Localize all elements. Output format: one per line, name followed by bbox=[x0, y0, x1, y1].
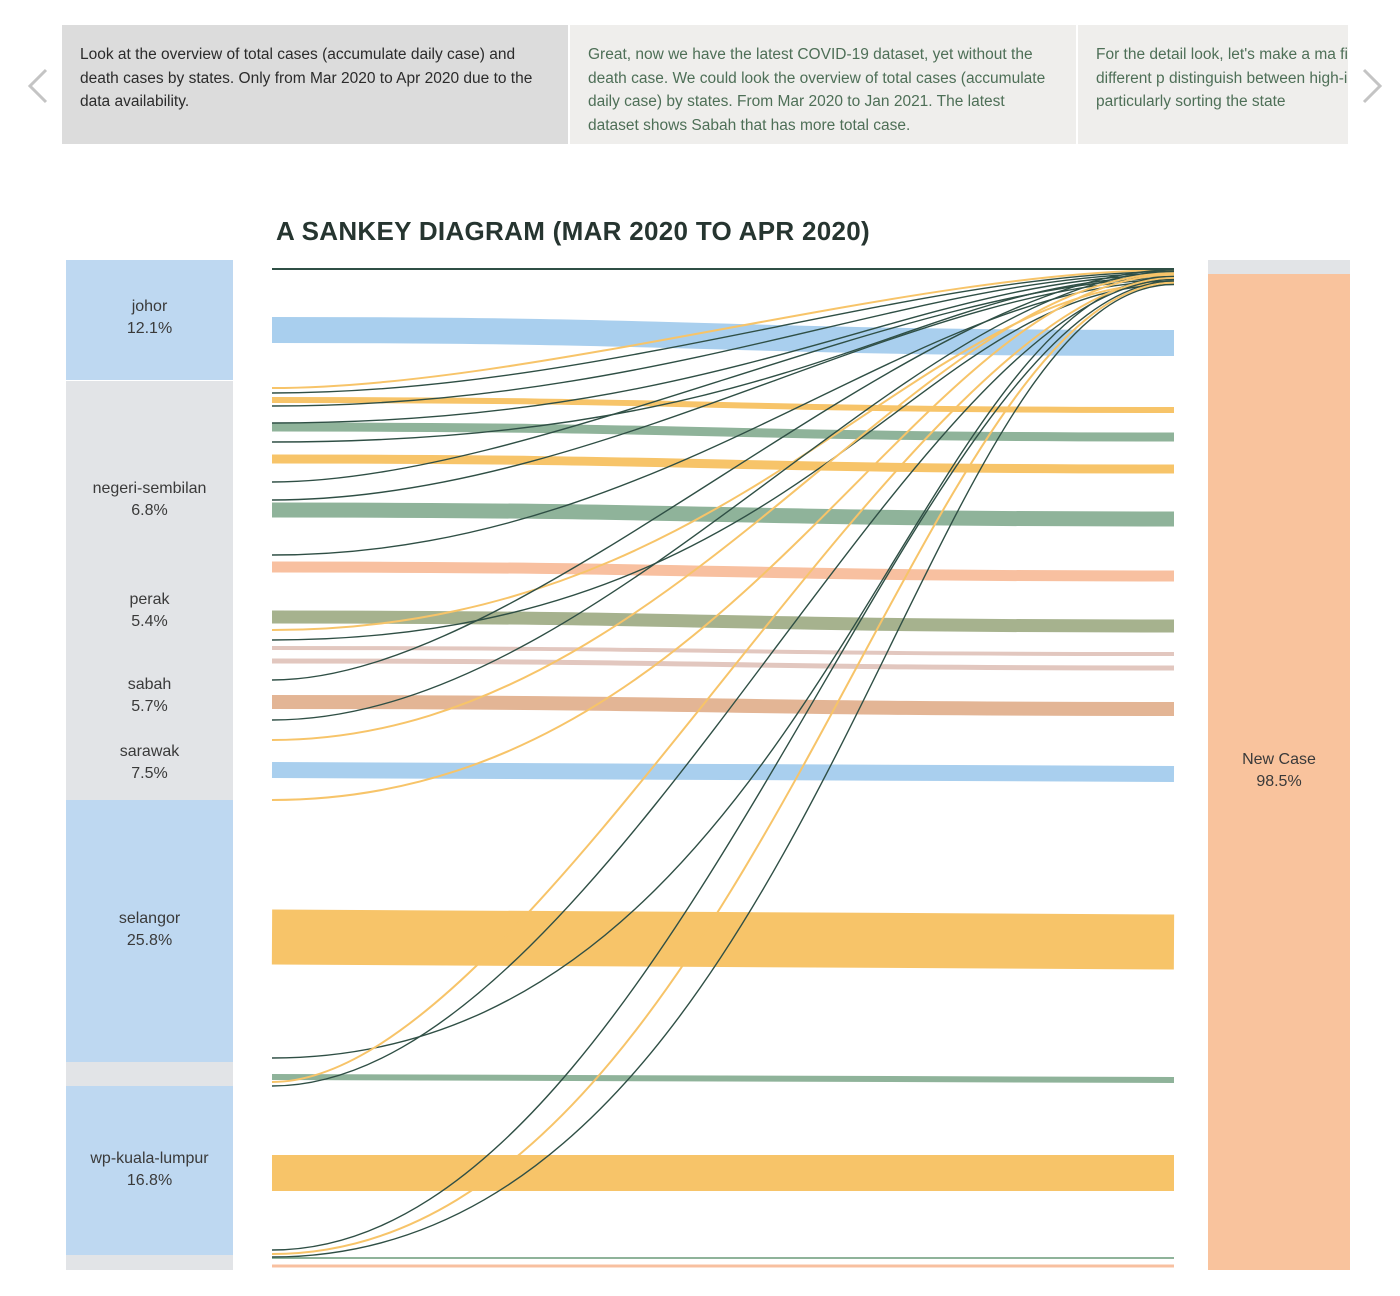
sankey-link-band[interactable] bbox=[271, 1074, 1175, 1083]
story-card-1[interactable]: Look at the overview of total cases (acc… bbox=[62, 25, 568, 144]
carousel-prev-button[interactable] bbox=[16, 58, 60, 114]
story-card-2[interactable]: Great, now we have the latest COVID-19 d… bbox=[570, 25, 1076, 144]
sankey-link-thin[interactable] bbox=[271, 270, 1175, 394]
chevron-left-icon bbox=[27, 68, 48, 104]
node-small-state-bottom[interactable] bbox=[66, 1255, 233, 1270]
node-small-state[interactable] bbox=[66, 1062, 233, 1086]
node-johor[interactable] bbox=[66, 260, 233, 380]
story-card-3[interactable]: For the detail look, let's make a ma fig… bbox=[1078, 25, 1348, 144]
node-death-case[interactable] bbox=[1208, 260, 1350, 274]
sankey-link-thin[interactable] bbox=[271, 274, 1175, 424]
sankey-link-band[interactable] bbox=[271, 695, 1175, 716]
sankey-link-thin[interactable] bbox=[271, 275, 1175, 1059]
story-card-2-text: Great, now we have the latest COVID-19 d… bbox=[588, 46, 1046, 134]
sankey-link-thin[interactable] bbox=[271, 283, 1175, 1258]
sankey-link-band[interactable] bbox=[271, 658, 1175, 671]
sankey-link-band[interactable] bbox=[271, 317, 1175, 356]
node-new-case[interactable] bbox=[1208, 274, 1350, 1270]
story-card-3-text: For the detail look, let's make a ma fig… bbox=[1096, 46, 1348, 110]
carousel-viewport: Look at the overview of total cases (acc… bbox=[62, 25, 1348, 144]
sankey-link-thin[interactable] bbox=[271, 270, 1175, 721]
story-carousel: Look at the overview of total cases (acc… bbox=[0, 0, 1400, 160]
sankey-link-thin[interactable] bbox=[271, 278, 1175, 1087]
sankey-link-thin[interactable] bbox=[271, 272, 1175, 407]
sankey-link-band[interactable] bbox=[271, 646, 1175, 656]
sankey-link-thin[interactable] bbox=[271, 280, 1175, 1251]
sankey-link-thin[interactable] bbox=[271, 269, 1175, 389]
sankey-link-thin[interactable] bbox=[271, 280, 1175, 556]
node-middle-states[interactable] bbox=[66, 381, 233, 800]
sankey-nodes bbox=[66, 260, 1350, 1270]
diagram-title: A SANKEY DIAGRAM (MAR 2020 TO APR 2020) bbox=[276, 216, 870, 246]
story-card-1-text: Look at the overview of total cases (acc… bbox=[80, 46, 533, 110]
sankey-link-band[interactable] bbox=[271, 397, 1175, 413]
sankey-link-thin[interactable] bbox=[271, 272, 1175, 741]
sankey-link-thin[interactable] bbox=[271, 273, 1175, 801]
sankey-canvas bbox=[66, 260, 1350, 1270]
sankey-link-band[interactable] bbox=[271, 610, 1175, 633]
sankey-link-thin[interactable] bbox=[271, 275, 1175, 443]
sankey-link-thin[interactable] bbox=[271, 281, 1175, 1255]
carousel-next-button[interactable] bbox=[1350, 58, 1394, 114]
sankey-diagram: A SANKEY DIAGRAM (MAR 2020 TO APR 2020) … bbox=[40, 210, 1360, 1276]
sankey-link-thin[interactable] bbox=[271, 277, 1175, 483]
sankey-link-band[interactable] bbox=[271, 762, 1175, 782]
node-selangor[interactable] bbox=[66, 800, 233, 1062]
sankey-link-band[interactable] bbox=[271, 422, 1175, 442]
sankey-link-band[interactable] bbox=[271, 454, 1175, 474]
node-wp-kuala-lumpur[interactable] bbox=[66, 1086, 233, 1255]
sankey-link-band[interactable] bbox=[271, 909, 1175, 970]
sankey-link-band[interactable] bbox=[271, 561, 1175, 582]
chevron-right-icon bbox=[1362, 68, 1383, 104]
sankey-link-thin[interactable] bbox=[271, 269, 1175, 681]
sankey-link-thin[interactable] bbox=[271, 277, 1175, 1083]
sankey-links bbox=[271, 268, 1175, 1268]
